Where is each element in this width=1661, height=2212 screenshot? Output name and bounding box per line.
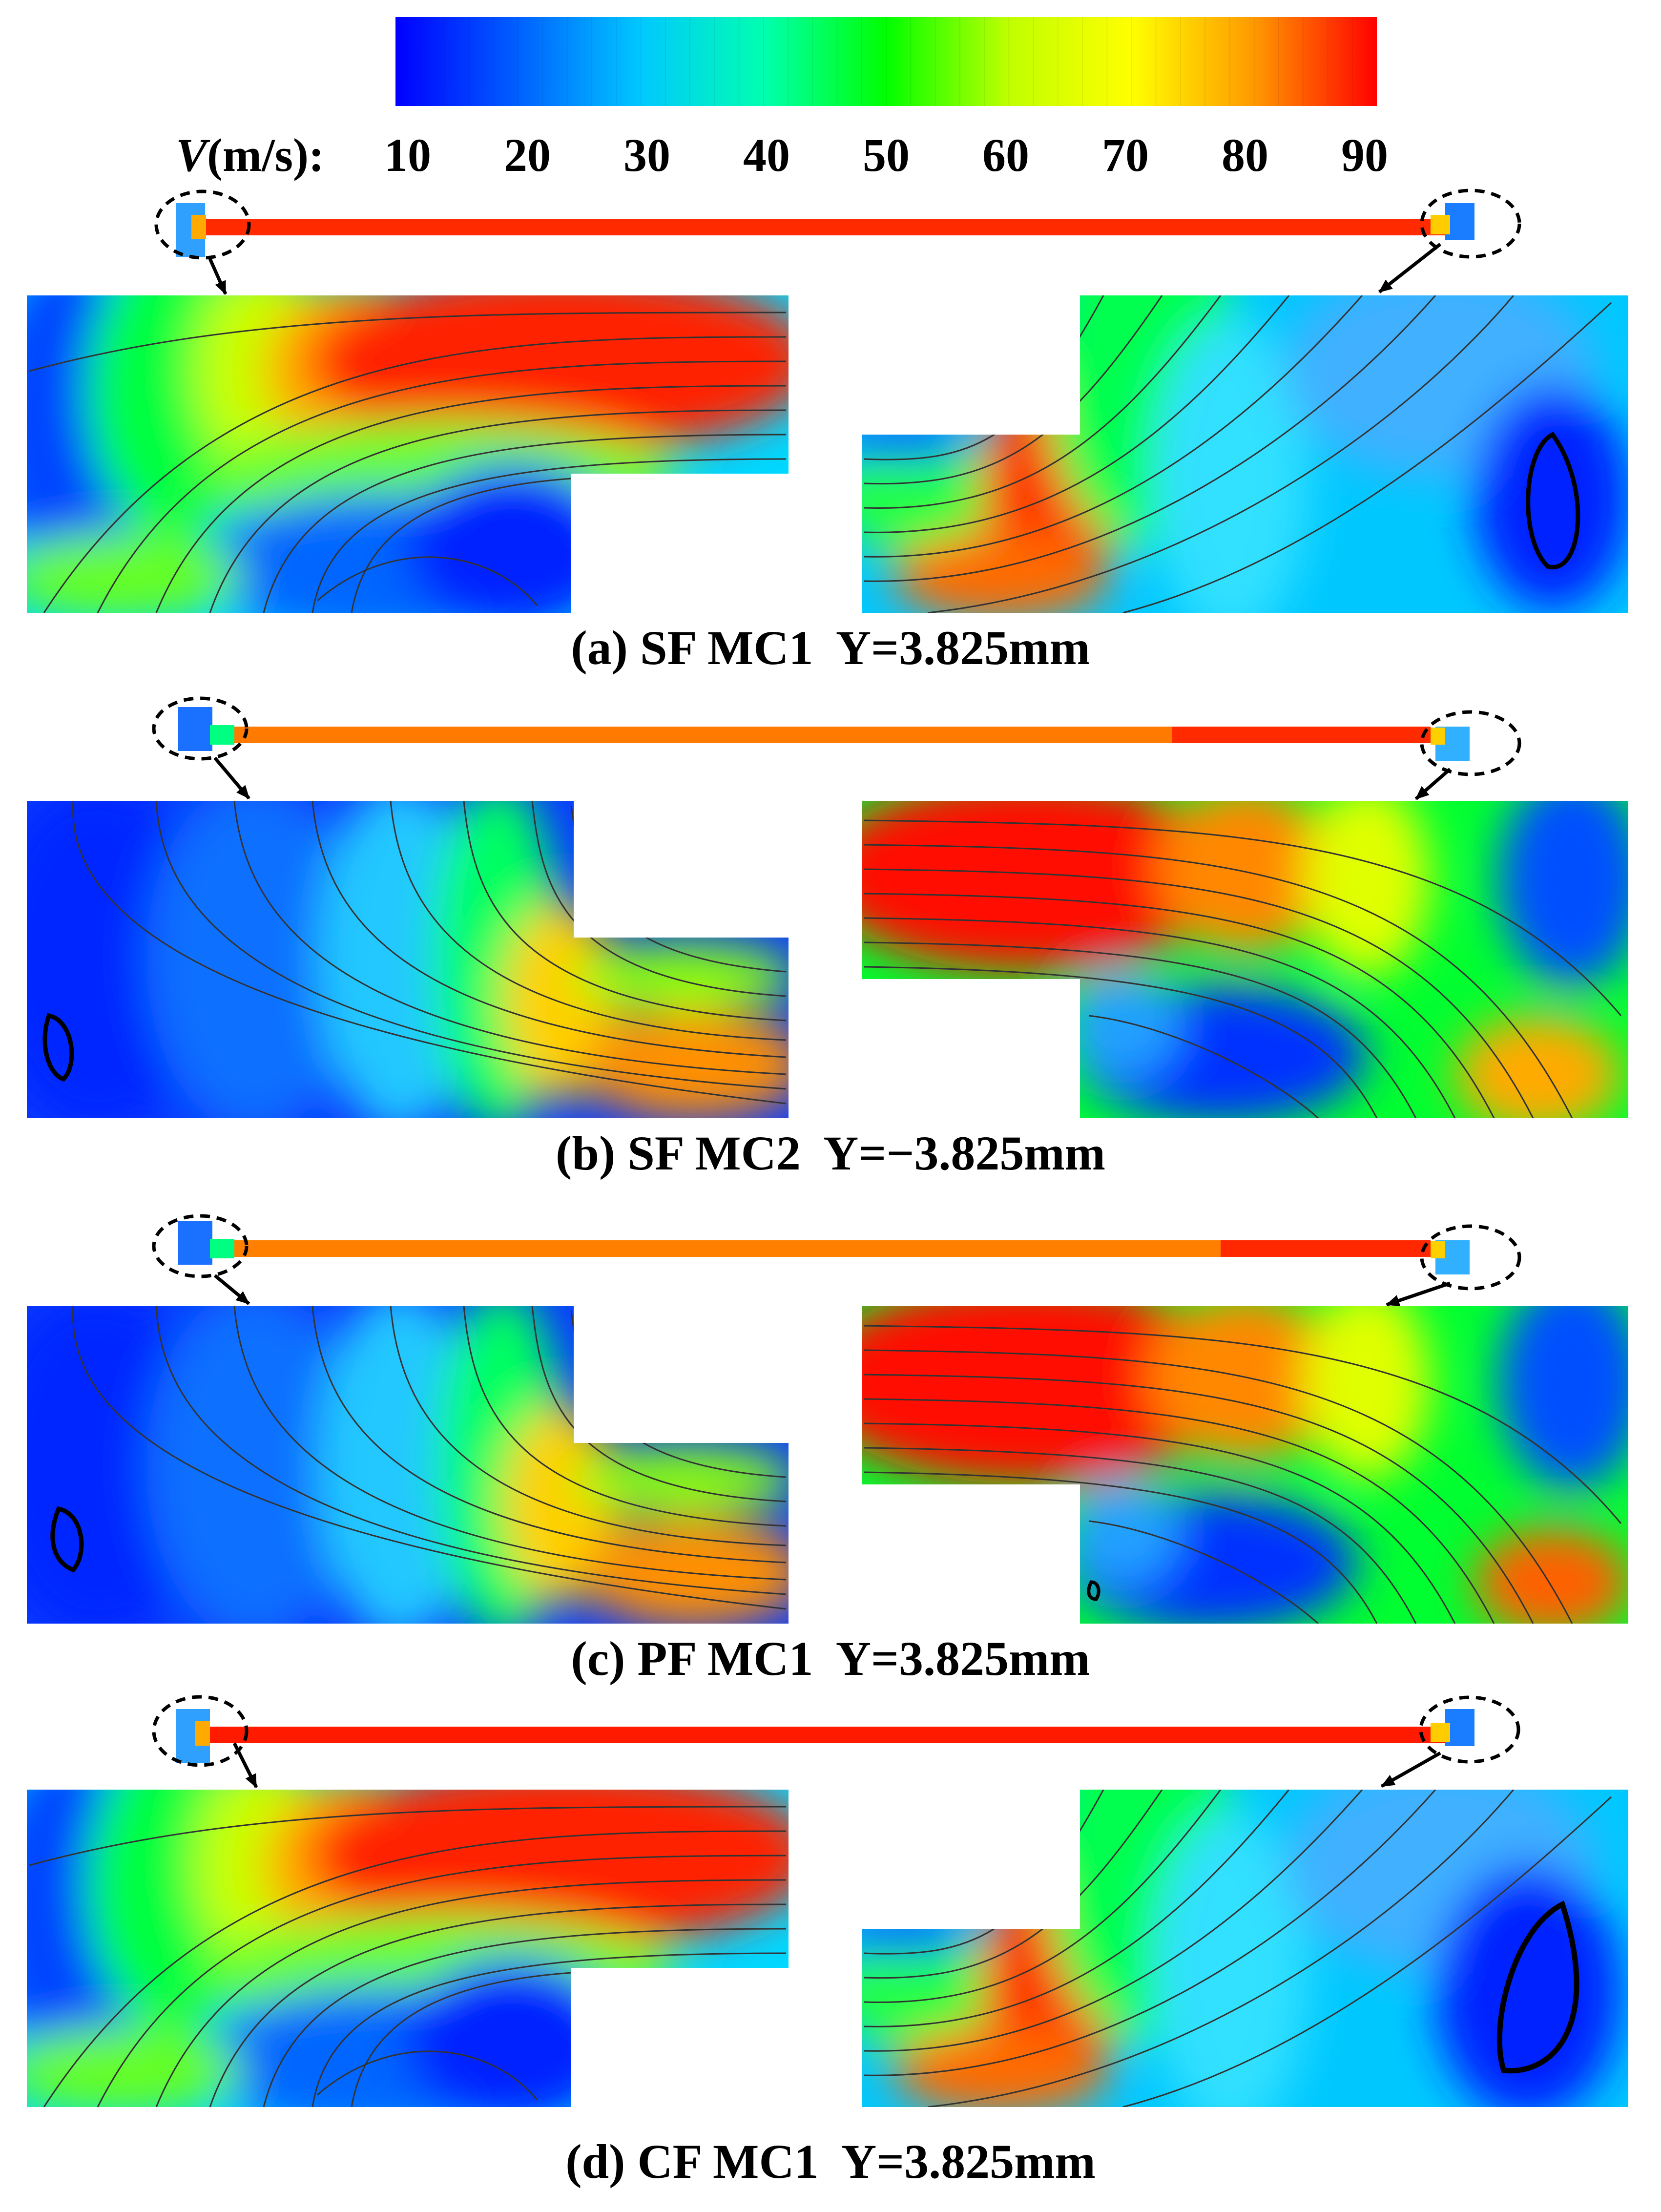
panel-c: (c) PF MC1 Y=3.825mm [27, 1214, 1628, 1686]
zoom-circle-left [152, 1214, 249, 1278]
zoom-arrow-right [1378, 243, 1442, 293]
streamlines [29, 312, 787, 613]
colorbar-tick-label: 30 [623, 129, 670, 181]
colorbar [395, 17, 1377, 106]
caption: (a) SF MC1 Y=3.825mm [571, 621, 1090, 675]
zoom-arrow-left [213, 756, 250, 800]
overview-channel [152, 1695, 1520, 1788]
colorbar-tick-label: 10 [384, 129, 431, 181]
outlet-zoom-view [862, 801, 1628, 1118]
overview-channel [152, 1214, 1521, 1307]
velocity-symbol: V [176, 129, 208, 181]
streamlines [50, 1306, 787, 1610]
zoom-arrow-left [232, 1742, 258, 1788]
outlet-zoom-view [862, 295, 1628, 613]
colorbar-tick-label: 60 [982, 129, 1029, 181]
streamlines [29, 1806, 787, 2107]
streamlines [864, 1325, 1622, 1624]
streamlines [864, 1790, 1612, 2107]
caption: (c) PF MC1 Y=3.825mm [571, 1631, 1090, 1686]
zoom-circle-right [1419, 1695, 1520, 1764]
zoom-circle-left [152, 696, 249, 761]
zoom-circle-right [1420, 188, 1521, 259]
panel-b: (b) SF MC2 Y=−3.825mm [27, 696, 1628, 1180]
inlet-zoom-view [27, 1306, 789, 1624]
inlet-zoom-view [27, 1790, 789, 2107]
zoom-arrow-left [208, 258, 228, 295]
zoom-arrow-right [1386, 1281, 1451, 1307]
overview-channel [154, 188, 1521, 295]
streamlines [864, 819, 1622, 1118]
velocity-unit: (m/s): [207, 129, 324, 181]
panel-d: (d) CF MC1 Y=3.825mm [27, 1695, 1628, 2189]
zoom-arrow-right [1414, 768, 1452, 800]
panel-a: (a) SF MC1 Y=3.825mm [27, 188, 1628, 675]
caption: (d) CF MC1 Y=3.825mm [565, 2134, 1096, 2189]
streamlines [42, 801, 787, 1105]
colorbar-label: V(m/s): [176, 128, 324, 182]
inlet-zoom-view [27, 295, 789, 613]
outlet-zoom-view [862, 1790, 1628, 2107]
overview-channel [152, 696, 1521, 800]
colorbar-tick-label: 40 [743, 129, 790, 181]
colorbar-tick-label: 90 [1341, 129, 1388, 181]
zoom-circle-left [154, 189, 251, 260]
colorbar-tick-label: 50 [863, 129, 910, 181]
zoom-circle-right [1420, 710, 1521, 776]
caption: (b) SF MC2 Y=−3.825mm [556, 1126, 1105, 1180]
colorbar-tick-label: 20 [504, 129, 551, 181]
colorbar-tick-label: 70 [1102, 129, 1149, 181]
zoom-circle-left [152, 1695, 249, 1767]
zoom-arrow-left [213, 1274, 250, 1305]
inlet-zoom-view [27, 801, 789, 1118]
colorbar-bands [419, 17, 1353, 106]
streamlines [864, 295, 1612, 613]
colorbar-tick-label: 80 [1222, 129, 1268, 181]
zoom-circle-right [1420, 1224, 1521, 1291]
zoom-arrow-right [1381, 1751, 1441, 1788]
outlet-zoom-view [862, 1306, 1628, 1624]
